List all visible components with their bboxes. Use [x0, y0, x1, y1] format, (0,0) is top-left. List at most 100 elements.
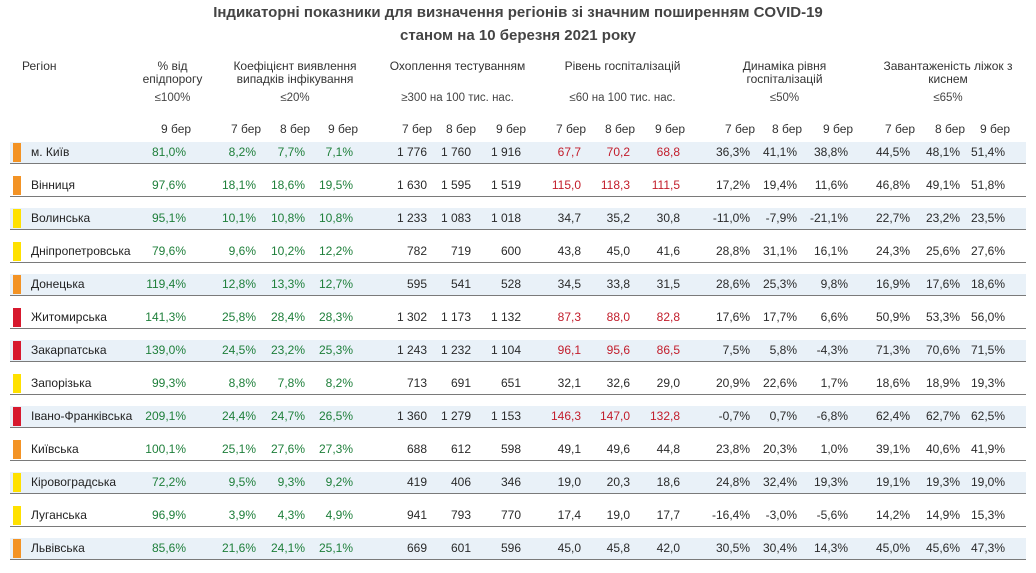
region-name: м. Київ: [31, 145, 70, 159]
row-divider: [10, 196, 1026, 197]
risk-marker: [13, 176, 21, 195]
cell-hosp: 31,5: [656, 277, 680, 291]
cell-oxy: 25,6%: [925, 244, 960, 258]
row-band: [10, 406, 1026, 427]
cell-tests: 1 104: [490, 343, 521, 357]
cell-dyn: -4,3%: [816, 343, 848, 357]
cell-coef: 18,6%: [270, 178, 305, 192]
cell-coef: 12,8%: [221, 277, 256, 291]
cell-tests: 688: [406, 442, 427, 456]
cell-coef: 8,2%: [228, 145, 256, 159]
cell-hosp: 115,0: [551, 178, 581, 192]
cell-coef: 24,4%: [221, 409, 256, 423]
cell-coef: 7,8%: [277, 376, 305, 390]
risk-marker: [13, 275, 21, 294]
cell-epi: 79,6%: [151, 244, 186, 258]
cell-tests: 1 776: [396, 145, 427, 159]
risk-marker: [13, 506, 21, 525]
cell-oxy: 14,2%: [875, 508, 910, 522]
cell-tests: 419: [406, 475, 427, 489]
row-divider: [10, 559, 1026, 560]
cell-hosp: 118,3: [600, 178, 630, 192]
day-header-oxy: 8 бер: [934, 122, 966, 136]
cell-hosp: 95,6: [606, 343, 630, 357]
cell-oxy: 44,5%: [875, 145, 910, 159]
cell-tests: 406: [450, 475, 471, 489]
cell-dyn: 19,3%: [813, 475, 848, 489]
cell-oxy: 18,6%: [875, 376, 910, 390]
cell-coef: 24,7%: [270, 409, 305, 423]
cell-oxy: 40,6%: [925, 442, 960, 456]
row-divider: [10, 229, 1026, 230]
cell-oxy: 23,5%: [970, 211, 1005, 225]
cell-oxy: 46,8%: [875, 178, 910, 192]
cell-dyn: 14,3%: [813, 541, 848, 555]
cell-hosp: 30,8: [656, 211, 680, 225]
cell-hosp: 67,7: [557, 145, 581, 159]
cell-hosp: 34,5: [557, 277, 581, 291]
cell-oxy: 17,6%: [925, 277, 960, 291]
cell-oxy: 27,6%: [970, 244, 1005, 258]
cell-dyn: 25,3%: [762, 277, 797, 291]
cell-hosp: 49,1: [557, 442, 581, 456]
cell-oxy: 71,5%: [970, 343, 1005, 357]
cell-oxy: 62,5%: [970, 409, 1005, 423]
cell-hosp: 88,0: [606, 310, 630, 324]
cell-dyn: 20,9%: [715, 376, 750, 390]
cell-coef: 19,5%: [318, 178, 353, 192]
cell-dyn: -16,4%: [711, 508, 750, 522]
cell-oxy: 19,3%: [970, 376, 1005, 390]
cell-hosp: 34,7: [557, 211, 581, 225]
cell-coef: 3,9%: [228, 508, 256, 522]
cell-coef: 25,8%: [221, 310, 256, 324]
cell-hosp: 111,5: [651, 178, 680, 192]
cell-tests: 1 083: [440, 211, 471, 225]
cell-coef: 21,6%: [221, 541, 256, 555]
cell-dyn: 6,6%: [820, 310, 848, 324]
cell-oxy: 19,0%: [970, 475, 1005, 489]
header-pct-epi: % від епідпорогу: [142, 59, 203, 86]
cell-coef: 28,4%: [270, 310, 305, 324]
cell-dyn: 0,7%: [769, 409, 797, 423]
cell-hosp: 43,8: [557, 244, 581, 258]
cell-hosp: 45,0: [557, 541, 581, 555]
cell-oxy: 45,0%: [875, 541, 910, 555]
risk-marker: [13, 308, 21, 327]
row-divider: [10, 394, 1026, 395]
cell-coef: 24,1%: [270, 541, 305, 555]
cell-tests: 596: [500, 541, 521, 555]
row-band: [10, 538, 1026, 559]
table-row: Київська 100,1% 25,1% 27,6% 27,3% 688 612 598 49…: [10, 439, 1026, 461]
row-divider: [10, 493, 1026, 494]
cell-tests: 1 360: [396, 409, 427, 423]
threshold-pct-epi: ≤100%: [154, 92, 191, 104]
cell-dyn: 17,2%: [715, 178, 750, 192]
cell-coef: 24,5%: [221, 343, 256, 357]
cell-dyn: -3,0%: [765, 508, 797, 522]
page-subtitle: станом на 10 березня 2021 року: [399, 27, 636, 44]
cell-coef: 9,6%: [228, 244, 256, 258]
cell-oxy: 41,9%: [970, 442, 1005, 456]
cell-oxy: 62,7%: [925, 409, 960, 423]
region-name: Вінниця: [31, 178, 75, 192]
cell-hosp: 18,6: [656, 475, 680, 489]
cell-oxy: 39,1%: [875, 442, 910, 456]
cell-oxy: 49,1%: [925, 178, 960, 192]
cell-oxy: 62,4%: [875, 409, 910, 423]
cell-dyn: -6,8%: [816, 409, 848, 423]
cell-coef: 12,7%: [318, 277, 353, 291]
cell-epi: 72,2%: [151, 475, 186, 489]
cell-tests: 1 760: [440, 145, 471, 159]
table-row: Вінниця 97,6% 18,1% 18,6% 19,5% 1 630 1 595 1 5…: [10, 175, 1026, 197]
cell-dyn: 22,6%: [762, 376, 797, 390]
cell-dyn: 7,5%: [722, 343, 750, 357]
row-divider: [10, 295, 1026, 296]
cell-tests: 1 595: [440, 178, 471, 192]
cell-tests: 651: [500, 376, 521, 390]
threshold-hosp: ≤60 на 100 тис. нас.: [569, 92, 676, 104]
cell-dyn: 11,6%: [814, 178, 848, 192]
cell-oxy: 16,9%: [875, 277, 910, 291]
day-header-tests: 7 бер: [401, 122, 433, 136]
day-header-hosp: 8 бер: [604, 122, 636, 136]
region-name: Волинська: [31, 211, 91, 225]
